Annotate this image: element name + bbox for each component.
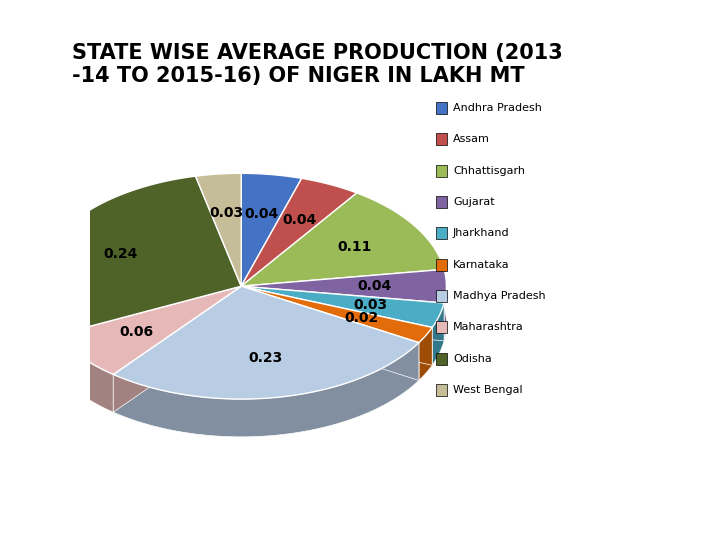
Polygon shape bbox=[241, 269, 444, 324]
Text: 0.03: 0.03 bbox=[353, 298, 387, 312]
Bar bbox=[436, 227, 448, 239]
Bar bbox=[436, 353, 448, 364]
Text: West Bengal: West Bengal bbox=[453, 385, 523, 395]
Polygon shape bbox=[241, 269, 446, 303]
Text: 0.03: 0.03 bbox=[210, 206, 243, 220]
Text: 0.04: 0.04 bbox=[244, 207, 278, 221]
Polygon shape bbox=[241, 193, 444, 286]
Polygon shape bbox=[419, 327, 432, 381]
Text: Gujarat: Gujarat bbox=[453, 197, 495, 207]
Polygon shape bbox=[113, 286, 419, 399]
Polygon shape bbox=[113, 343, 419, 437]
Text: 0.04: 0.04 bbox=[282, 213, 316, 227]
Polygon shape bbox=[241, 286, 419, 381]
Polygon shape bbox=[241, 173, 302, 286]
Text: Jharkhand: Jharkhand bbox=[453, 228, 510, 238]
Polygon shape bbox=[56, 335, 113, 412]
Text: Assam: Assam bbox=[453, 134, 490, 144]
Bar bbox=[436, 321, 448, 333]
Bar bbox=[436, 165, 448, 177]
Polygon shape bbox=[444, 269, 446, 341]
Polygon shape bbox=[241, 286, 444, 327]
Text: Karnataka: Karnataka bbox=[453, 260, 510, 269]
Polygon shape bbox=[357, 193, 444, 307]
Bar bbox=[436, 102, 448, 114]
Polygon shape bbox=[36, 176, 196, 373]
Polygon shape bbox=[36, 176, 241, 335]
Polygon shape bbox=[196, 176, 241, 324]
Text: 0.06: 0.06 bbox=[120, 325, 154, 339]
Bar bbox=[436, 133, 448, 145]
Polygon shape bbox=[241, 286, 432, 343]
Polygon shape bbox=[432, 303, 444, 365]
Text: 0.04: 0.04 bbox=[357, 279, 392, 293]
Polygon shape bbox=[241, 173, 302, 216]
Bar bbox=[436, 290, 448, 302]
Text: STATE WISE AVERAGE PRODUCTION (2013
-14 TO 2015-16) OF NIGER IN LAKH MT: STATE WISE AVERAGE PRODUCTION (2013 -14 … bbox=[72, 43, 563, 86]
Polygon shape bbox=[241, 178, 357, 286]
Text: 0.24: 0.24 bbox=[104, 247, 138, 261]
Polygon shape bbox=[302, 178, 357, 231]
Polygon shape bbox=[113, 286, 241, 412]
Polygon shape bbox=[241, 286, 432, 365]
Polygon shape bbox=[241, 193, 357, 324]
Bar bbox=[436, 259, 448, 271]
Polygon shape bbox=[241, 178, 302, 324]
Polygon shape bbox=[56, 286, 241, 374]
Polygon shape bbox=[196, 173, 241, 214]
Polygon shape bbox=[241, 286, 444, 341]
Text: Chhattisgarh: Chhattisgarh bbox=[453, 166, 525, 176]
Bar bbox=[436, 196, 448, 208]
Text: 0.11: 0.11 bbox=[337, 240, 372, 254]
Bar bbox=[436, 384, 448, 396]
Polygon shape bbox=[56, 286, 241, 373]
Text: 0.02: 0.02 bbox=[344, 311, 379, 325]
Text: Madhya Pradesh: Madhya Pradesh bbox=[453, 291, 546, 301]
Text: Andhra Pradesh: Andhra Pradesh bbox=[453, 103, 541, 113]
Text: Maharashtra: Maharashtra bbox=[453, 322, 523, 332]
Polygon shape bbox=[196, 173, 241, 286]
Text: Odisha: Odisha bbox=[453, 354, 492, 363]
Text: 0.23: 0.23 bbox=[249, 352, 283, 365]
